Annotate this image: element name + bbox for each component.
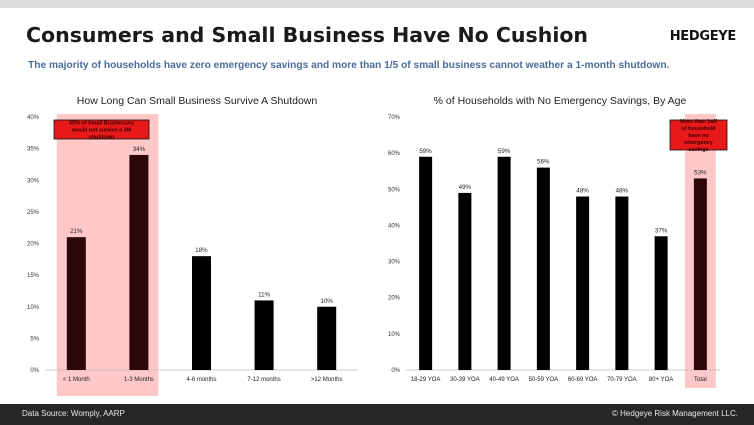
households-value-label: 59% xyxy=(498,148,511,155)
households-bar xyxy=(536,167,550,370)
households-value-label: 49% xyxy=(459,184,472,191)
business-y-tick-label: 15% xyxy=(27,273,40,279)
business-y-tick-label: 20% xyxy=(27,242,40,248)
business-bar xyxy=(317,306,337,370)
households-category-label: 80+ YOA xyxy=(649,377,673,383)
business-value-label: 10% xyxy=(321,298,334,305)
households-y-tick-label: 40% xyxy=(388,223,401,229)
households-category-label: 18-29 YOA xyxy=(411,377,441,383)
business-annotation-text: would not survive a 3M xyxy=(71,128,132,134)
households-value-label: 48% xyxy=(616,188,629,195)
households-value-label: 59% xyxy=(419,148,432,155)
households-value-label: 48% xyxy=(576,188,589,195)
brand-logo: HEDGEYE xyxy=(669,29,737,44)
page-subtitle: The majority of households have zero eme… xyxy=(28,60,670,71)
households-value-label: 56% xyxy=(537,159,550,166)
business-y-tick-label: 25% xyxy=(27,210,40,216)
households-y-tick-label: 50% xyxy=(388,187,401,193)
business-value-label: 18% xyxy=(195,247,208,254)
households-y-tick-label: 0% xyxy=(391,368,400,374)
business-annotation-box xyxy=(53,119,150,140)
business-annotation-text: 55% of Small Businesses xyxy=(69,121,134,127)
business-category-label: 7-12 months xyxy=(247,377,280,383)
households-category-label: 40-49 YOA xyxy=(489,377,519,383)
business-bar xyxy=(129,154,149,370)
households-y-tick-label: 20% xyxy=(388,296,401,302)
business-bar xyxy=(192,256,211,370)
page-title: Consumers and Small Business Have No Cus… xyxy=(26,23,589,47)
households-bar xyxy=(654,236,668,370)
households-category-label: 60-69 YOA xyxy=(568,377,598,383)
business-category-label: >12 Months xyxy=(311,377,343,383)
business-value-label: 21% xyxy=(70,228,83,235)
households-value-label: 37% xyxy=(655,227,668,234)
business-y-tick-label: 5% xyxy=(30,336,39,342)
households-bar xyxy=(419,156,433,370)
households-annotation-text: savings xyxy=(688,147,708,153)
households-annotation-text: have no xyxy=(688,133,709,139)
households-annotation-box xyxy=(669,119,728,151)
copyright-note: © Hedgeye Risk Management LLC. xyxy=(612,409,738,418)
households-y-tick-label: 10% xyxy=(388,332,401,338)
business-value-label: 11% xyxy=(258,291,270,298)
business-y-tick-label: 35% xyxy=(27,147,40,153)
business-category-label: 4-6 months xyxy=(186,377,216,383)
households-y-tick-label: 60% xyxy=(388,151,401,157)
business-bar xyxy=(66,237,86,370)
households-value-label: 53% xyxy=(694,169,707,176)
households-chart-title: % of Households with No Emergency Saving… xyxy=(434,95,687,107)
households-bar xyxy=(693,178,707,370)
business-y-tick-label: 10% xyxy=(27,305,40,311)
households-annotation-text: of household xyxy=(682,126,716,132)
households-y-tick-label: 70% xyxy=(388,115,401,121)
business-bar xyxy=(254,300,274,370)
households-category-label: 50-59 YOA xyxy=(529,377,559,383)
business-chart-title: How Long Can Small Business Survive A Sh… xyxy=(77,95,318,107)
households-bar xyxy=(497,156,511,370)
business-y-tick-label: 40% xyxy=(27,115,40,121)
households-category-label: Total xyxy=(694,377,707,383)
business-y-tick-label: 0% xyxy=(30,368,39,374)
households-category-label: 70-79 YOA xyxy=(607,377,637,383)
households-bar xyxy=(458,192,472,370)
households-bar xyxy=(615,196,629,370)
households-y-tick-label: 30% xyxy=(388,260,401,266)
footer-bar: Data Source: Womply, AARP © Hedgeye Risk… xyxy=(0,404,754,425)
households-annotation-text: More than half xyxy=(680,119,717,125)
households-bar xyxy=(576,196,590,370)
data-source-note: Data Source: Womply, AARP xyxy=(22,409,125,418)
households-annotation-text: emergency xyxy=(684,140,712,146)
business-category-label: 1-3 Months xyxy=(124,377,154,383)
business-annotation-text: shutdown xyxy=(89,135,114,141)
business-category-label: < 1 Month xyxy=(63,377,90,383)
business-y-tick-label: 30% xyxy=(27,178,40,184)
households-category-label: 30-39 YOA xyxy=(450,377,480,383)
top-accent-bar xyxy=(0,0,754,8)
business-value-label: 34% xyxy=(133,146,146,153)
